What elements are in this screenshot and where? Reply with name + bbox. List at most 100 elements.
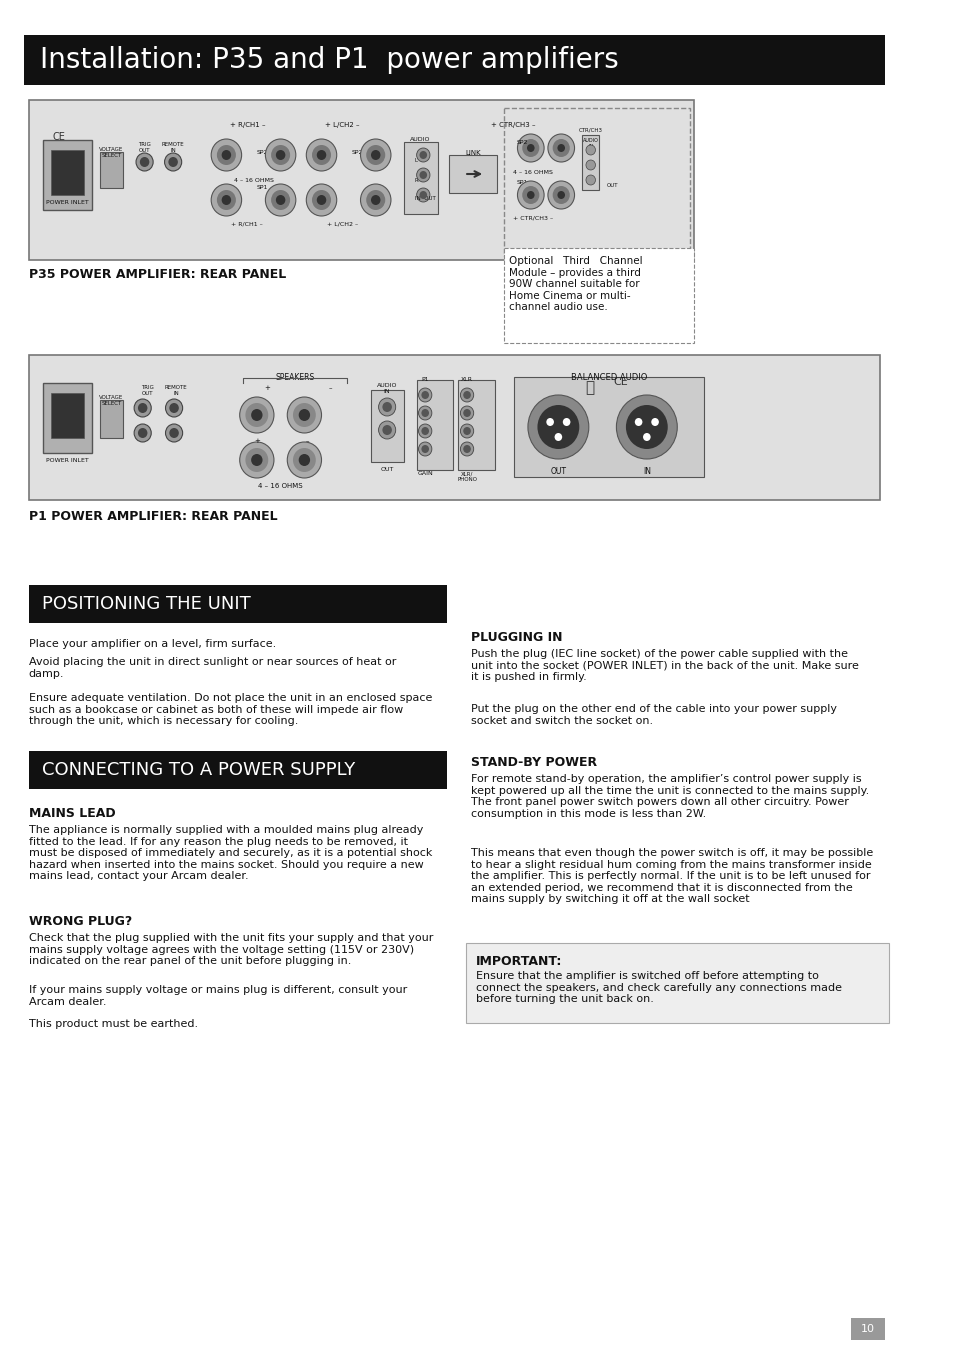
Circle shape [552,139,569,157]
Circle shape [517,181,543,209]
Text: SPEAKERS: SPEAKERS [275,373,314,382]
Text: This means that even though the power switch is off, it may be possible
to hear : This means that even though the power sw… [471,848,872,904]
Text: OUT: OUT [380,467,394,472]
Circle shape [221,194,231,205]
Circle shape [416,188,430,202]
Bar [449,155,496,193]
Circle shape [245,448,268,472]
Circle shape [360,184,391,216]
Bar [29,751,447,788]
Circle shape [378,398,395,416]
Text: POSITIONING THE UNIT: POSITIONING THE UNIT [42,595,251,613]
Circle shape [239,441,274,478]
Bar [43,140,92,211]
Circle shape [552,186,569,204]
Text: VOLTAGE
SELECT: VOLTAGE SELECT [99,147,123,158]
Circle shape [275,194,285,205]
Circle shape [271,144,290,165]
Circle shape [463,392,471,400]
Circle shape [134,424,152,441]
Circle shape [165,400,182,417]
Circle shape [140,157,150,167]
Circle shape [463,409,471,417]
Text: Ensure adequate ventilation. Do not place the unit in an enclosed space
such as : Ensure adequate ventilation. Do not plac… [29,693,432,726]
Circle shape [562,418,570,427]
Bar [100,400,123,437]
Text: TRIG
OUT: TRIG OUT [141,385,153,396]
Text: + R/CH1 –: + R/CH1 – [232,221,263,227]
Text: PLUGGING IN: PLUGGING IN [471,630,561,644]
Circle shape [419,190,427,198]
Circle shape [287,441,321,478]
Circle shape [316,150,326,161]
Text: SP2: SP2 [516,140,527,144]
Text: SP2: SP2 [256,150,268,155]
Circle shape [546,418,554,427]
Bar [850,1318,883,1341]
Circle shape [418,406,432,420]
Circle shape [460,424,474,437]
Circle shape [265,139,295,171]
Bar [404,142,437,215]
Text: IMPORTANT:: IMPORTANT: [476,954,561,968]
Text: 4 – 16 OHMS: 4 – 16 OHMS [258,483,303,489]
Text: IN  OUT: IN OUT [415,196,435,201]
Circle shape [554,433,561,441]
Circle shape [460,406,474,420]
Circle shape [216,190,235,211]
Text: WRONG PLUG?: WRONG PLUG? [29,915,132,927]
Circle shape [557,144,564,153]
Text: 4 – 16 OHMS: 4 – 16 OHMS [233,178,274,184]
Circle shape [616,396,677,459]
Bar [51,393,84,437]
Text: CONNECTING TO A POWER SUPPLY: CONNECTING TO A POWER SUPPLY [42,761,355,779]
Circle shape [298,454,310,466]
Circle shape [421,409,429,417]
Text: The appliance is normally supplied with a moulded mains plug already
fitted to t: The appliance is normally supplied with … [29,825,432,882]
Circle shape [585,161,595,170]
Circle shape [211,139,241,171]
Text: AUDIO
IN: AUDIO IN [376,383,397,394]
Text: Place your amplifier on a level, firm surface.: Place your amplifier on a level, firm su… [29,639,275,649]
Circle shape [460,387,474,402]
Bar [416,379,453,470]
Bar [513,377,703,477]
Circle shape [421,392,429,400]
Bar [24,35,883,85]
Bar [29,100,694,261]
Text: CE: CE [613,377,628,387]
Text: SP1: SP1 [256,185,268,190]
Text: P1 POWER AMPLIFIER: REAR PANEL: P1 POWER AMPLIFIER: REAR PANEL [29,510,277,522]
Circle shape [134,400,152,417]
Text: IN: IN [642,467,650,477]
Bar [43,383,92,454]
Text: For remote stand-by operation, the amplifier’s control power supply is
kept powe: For remote stand-by operation, the ampli… [471,774,868,819]
Circle shape [293,448,315,472]
Text: + L/CH2 –: + L/CH2 – [327,221,357,227]
Circle shape [463,427,471,435]
Circle shape [251,454,262,466]
Text: TRIG
OUT: TRIG OUT [138,142,151,153]
Circle shape [521,139,538,157]
Text: REMOTE
IN: REMOTE IN [165,385,187,396]
Bar [29,355,879,500]
Circle shape [418,441,432,456]
Circle shape [526,190,534,198]
Text: SP1: SP1 [516,180,527,185]
Text: OUT: OUT [606,184,618,188]
Text: XLR: XLR [460,377,473,382]
Bar [503,248,694,343]
Text: L: L [415,158,417,163]
Text: 10: 10 [860,1324,874,1334]
Circle shape [642,433,650,441]
Circle shape [557,190,564,198]
Circle shape [136,153,153,171]
Text: Check that the plug supplied with the unit fits your supply and that your
mains : Check that the plug supplied with the un… [29,933,433,967]
Circle shape [421,427,429,435]
Text: Put the plug on the other end of the cable into your power supply
socket and swi: Put the plug on the other end of the cab… [471,703,836,725]
Circle shape [165,424,182,441]
Text: Push the plug (IEC line socket) of the power cable supplied with the
unit into t: Push the plug (IEC line socket) of the p… [471,649,858,682]
Text: AUDIO: AUDIO [410,136,430,142]
Circle shape [547,181,574,209]
Text: This product must be earthed.: This product must be earthed. [29,1019,197,1029]
